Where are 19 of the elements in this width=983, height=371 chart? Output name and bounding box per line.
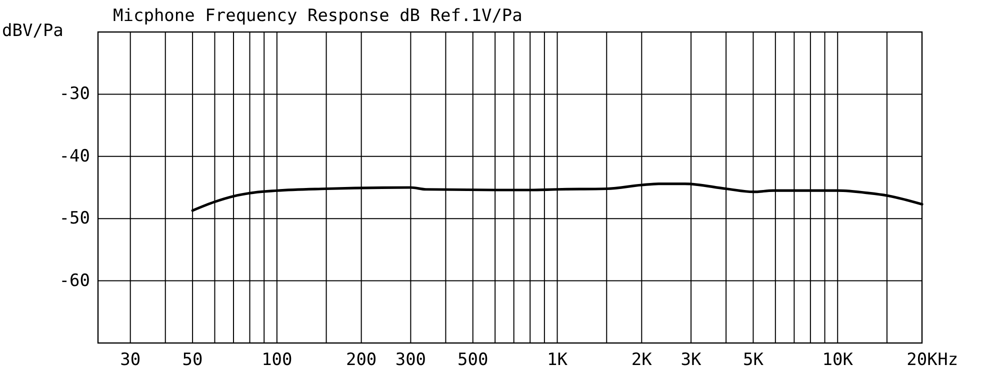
y-tick-label: -60 xyxy=(59,270,90,291)
y-tick-label: -30 xyxy=(59,84,90,104)
x-tick-label: 10K xyxy=(822,350,854,370)
chart-title: Micphone Frequency Response dB Ref.1V/Pa xyxy=(113,6,522,26)
x-tick-label: 200 xyxy=(346,350,377,370)
y-tick-label: -40 xyxy=(59,146,90,166)
x-tick-label: 300 xyxy=(395,350,426,370)
x-tick-label: 100 xyxy=(262,350,292,370)
x-tick-label: 50 xyxy=(182,350,203,370)
y-tick-label: -50 xyxy=(59,208,90,229)
y-axis-title: dBV/Pa xyxy=(2,21,64,41)
x-axis-title: Hz xyxy=(938,350,958,370)
x-tick-label: 500 xyxy=(458,350,488,370)
x-tick-label: 1K xyxy=(547,350,568,370)
x-tick-label: 2K xyxy=(631,350,653,370)
x-tick-label: 30 xyxy=(120,350,141,370)
x-tick-label: 3K xyxy=(680,350,702,370)
x-tick-label: 5K xyxy=(742,350,764,370)
x-tick-label: 20K xyxy=(906,350,938,370)
